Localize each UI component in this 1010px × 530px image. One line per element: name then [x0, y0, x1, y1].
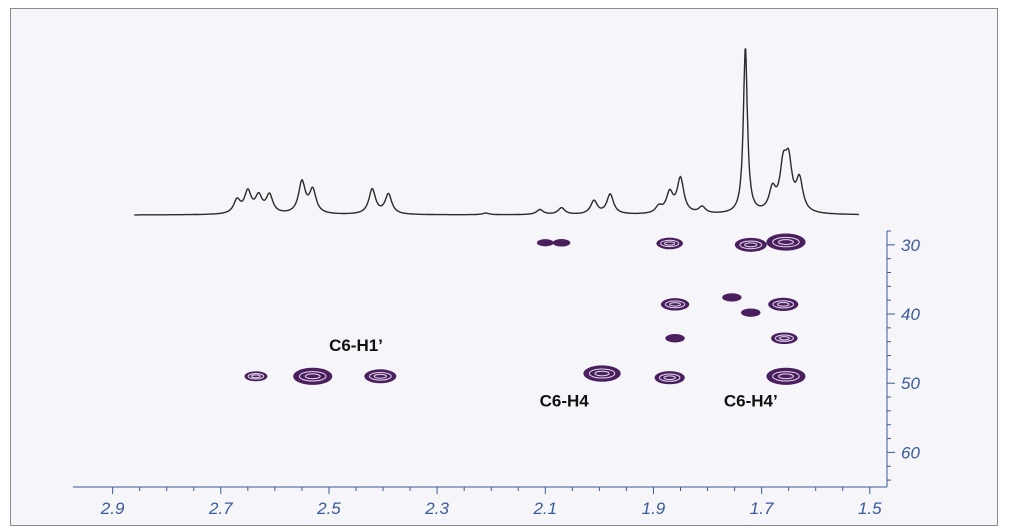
cross-peak	[768, 297, 799, 311]
cross-peak	[734, 237, 767, 252]
cross-peak	[741, 308, 761, 317]
cross-peak	[722, 293, 742, 302]
cross-peak-contour	[368, 371, 392, 381]
cross-peak	[665, 334, 685, 343]
peak-annotation: C6-H4’	[724, 392, 778, 411]
cross-peak-contour	[247, 373, 265, 380]
cross-peak-outer	[771, 332, 798, 345]
cross-peak-contour	[660, 239, 680, 248]
x-tick-label: 1.5	[858, 499, 882, 518]
y-tick-label: 60	[901, 443, 920, 462]
y-tick-label: 40	[901, 305, 920, 324]
cross-peak	[244, 371, 268, 382]
cross-peak	[766, 367, 806, 385]
cross-peak	[583, 365, 621, 382]
cross-peak	[771, 332, 798, 345]
cross-peak	[660, 298, 690, 311]
x-tick-label: 2.1	[532, 499, 557, 518]
cross-peak	[536, 239, 554, 247]
x-tick-label: 2.7	[208, 499, 233, 518]
cross-peak-contour	[772, 236, 800, 248]
cross-peak	[656, 237, 683, 250]
cross-peak-contour	[588, 368, 616, 379]
spectrum-trace	[134, 48, 859, 216]
cross-peak-contour	[304, 373, 321, 380]
cross-peak-contour	[594, 370, 610, 377]
cross-peak-outer	[293, 367, 333, 385]
cross-peak-contour	[251, 374, 261, 379]
axes-layer: 2.9 2.7 2.5 2.3 2.1 1.9 1.7 1.5 30 40 50 60	[73, 230, 920, 518]
peak-annotation: C6-H4	[540, 392, 590, 411]
cross-peak-contour	[772, 371, 800, 382]
cross-peak-contour	[778, 239, 794, 245]
cross-peak-contour	[739, 240, 763, 250]
y-tick-label: 50	[901, 374, 920, 393]
cross-peak-contour	[664, 241, 676, 246]
cross-peak-contour	[777, 301, 790, 307]
cross-peak-outer	[364, 369, 397, 384]
y-tick-label: 30	[901, 236, 920, 255]
cross-peak	[364, 369, 397, 384]
cross-peak-outer	[665, 334, 685, 343]
cross-peak-contour	[658, 373, 681, 382]
cross-peak	[766, 233, 806, 251]
cross-peak-outer	[656, 237, 683, 250]
cross-peak-contour	[298, 371, 327, 382]
annotations-layer: C6-H1’ C6-H4 C6-H4’	[329, 336, 778, 410]
x-tick-label: 1.9	[642, 499, 666, 518]
cross-peak-outer	[660, 298, 690, 311]
cross-peak-outer	[654, 371, 685, 385]
cross-peak-outer	[734, 237, 767, 252]
cross-peak	[293, 367, 333, 385]
cross-peak-outer	[766, 233, 806, 251]
x-tick-label: 2.9	[100, 499, 125, 518]
figure-frame: 2.9 2.7 2.5 2.3 2.1 1.9 1.7 1.5 30 40 50 60 C6-H1’ C…	[10, 8, 998, 526]
x-tick-label: 2.3	[424, 499, 449, 518]
cross-peak-contour	[778, 373, 794, 380]
cross-peak-outer	[768, 297, 799, 311]
cross-peak-outer	[722, 293, 742, 302]
cross-peak-contour	[774, 334, 794, 342]
cross-peak	[654, 371, 685, 385]
cross-peak-outer	[741, 308, 761, 317]
cross-peak-outer	[552, 238, 571, 247]
cross-peak	[552, 238, 571, 247]
cross-peaks-layer	[244, 233, 806, 385]
cross-peak-contour	[772, 300, 795, 309]
spectrum-1d-layer	[134, 48, 859, 216]
cross-peak-outer	[583, 365, 621, 382]
cross-peak-contour	[744, 242, 758, 248]
peak-annotation: C6-H1’	[329, 336, 383, 355]
cross-peak-outer	[766, 367, 806, 385]
x-tick-label: 2.5	[316, 499, 341, 518]
cross-peak-contour	[669, 302, 681, 307]
cross-peak-outer	[536, 239, 554, 247]
x-tick-label: 1.7	[750, 499, 774, 518]
cross-peak-contour	[664, 300, 686, 309]
cross-peak-contour	[778, 336, 790, 341]
cross-peak-contour	[373, 373, 387, 379]
cross-peak-contour	[663, 375, 676, 381]
